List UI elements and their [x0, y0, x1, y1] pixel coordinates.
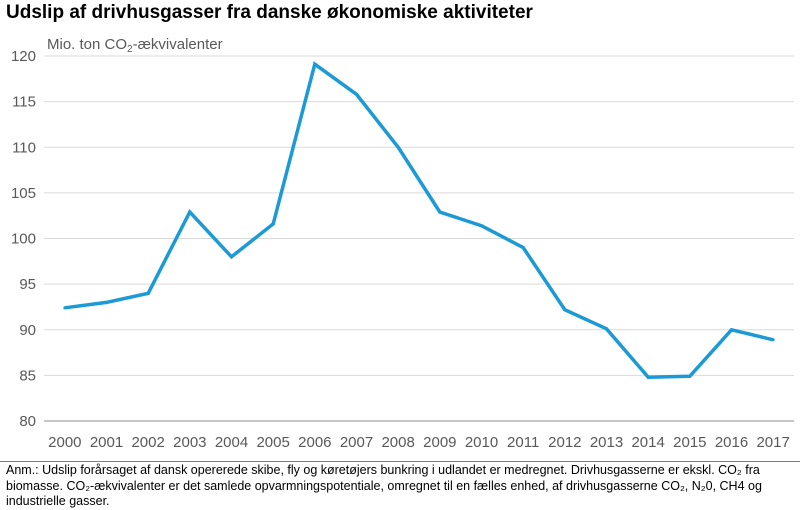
x-tick-label: 2008 [381, 434, 414, 451]
y-tick-label: 85 [19, 367, 36, 384]
x-tick-label: 2001 [90, 434, 123, 451]
data-point [646, 375, 650, 379]
x-tick-label: 2013 [590, 434, 623, 451]
y-tick-label: 90 [19, 322, 36, 339]
x-tick-label: 2016 [715, 434, 748, 451]
x-tick-label: 2006 [298, 434, 331, 451]
y-tick-label: 110 [12, 139, 36, 156]
x-tick-label: 2015 [673, 434, 706, 451]
x-tick-label: 2011 [507, 434, 539, 451]
data-point [63, 306, 67, 310]
y-tick-label: 95 [19, 276, 36, 293]
series-line [64, 61, 774, 379]
y-tick-label: 80 [19, 413, 36, 430]
data-point [730, 328, 733, 332]
y-tick-label: 120 [11, 48, 36, 65]
data-point [271, 222, 275, 226]
line-chart: 80 85 90 95 100 105 110 115 120 2000 2001 2002 2003… [11, 48, 794, 451]
data-point [480, 224, 483, 228]
unit-label-prefix: Mio. ton CO [47, 36, 128, 53]
y-tick-label: 105 [11, 185, 36, 202]
x-axis-ticks: 2000 2001 2002 2003 2004 2005 2006 2007 2008 2009… [48, 434, 790, 451]
x-tick-label: 2005 [256, 434, 289, 451]
data-point [105, 300, 108, 304]
data-point [188, 210, 192, 214]
x-tick-label: 2017 [756, 434, 789, 451]
data-point [438, 210, 442, 214]
x-tick-label: 2002 [131, 434, 164, 451]
data-point [688, 374, 692, 378]
data-point [355, 92, 358, 96]
data-point [771, 338, 775, 342]
data-point [605, 327, 608, 331]
data-point [521, 246, 525, 250]
data-point [563, 308, 567, 312]
x-tick-label: 2003 [173, 434, 206, 451]
data-point [396, 145, 400, 149]
x-tick-label: 2014 [631, 434, 664, 451]
x-tick-label: 2009 [423, 434, 456, 451]
gridlines [44, 55, 794, 422]
x-tick-label: 2007 [340, 434, 373, 451]
unit-label-subscript: 2 [127, 44, 133, 55]
note-divider [0, 461, 800, 462]
y-tick-label: 115 [12, 94, 36, 111]
data-point [230, 255, 233, 259]
x-tick-label: 2000 [48, 434, 81, 451]
x-tick-label: 2010 [465, 434, 498, 451]
unit-label-suffix: -ækvivalenter [132, 36, 223, 53]
x-tick-label: 2004 [215, 434, 248, 451]
data-point [313, 62, 317, 66]
data-point [146, 291, 150, 295]
y-tick-label: 100 [11, 231, 36, 248]
y-axis-ticks: 80 85 90 95 100 105 110 115 120 [11, 48, 36, 430]
chart-title: Udslip af drivhusgasser fra danske økono… [6, 2, 533, 23]
footnote: Anm.: Udslip forårsaget af dansk operere… [6, 463, 762, 508]
x-tick-label: 2012 [548, 434, 581, 451]
series-layer [63, 61, 775, 379]
y-axis-unit-label: Mio. ton CO2-ækvivalenter [47, 36, 223, 55]
